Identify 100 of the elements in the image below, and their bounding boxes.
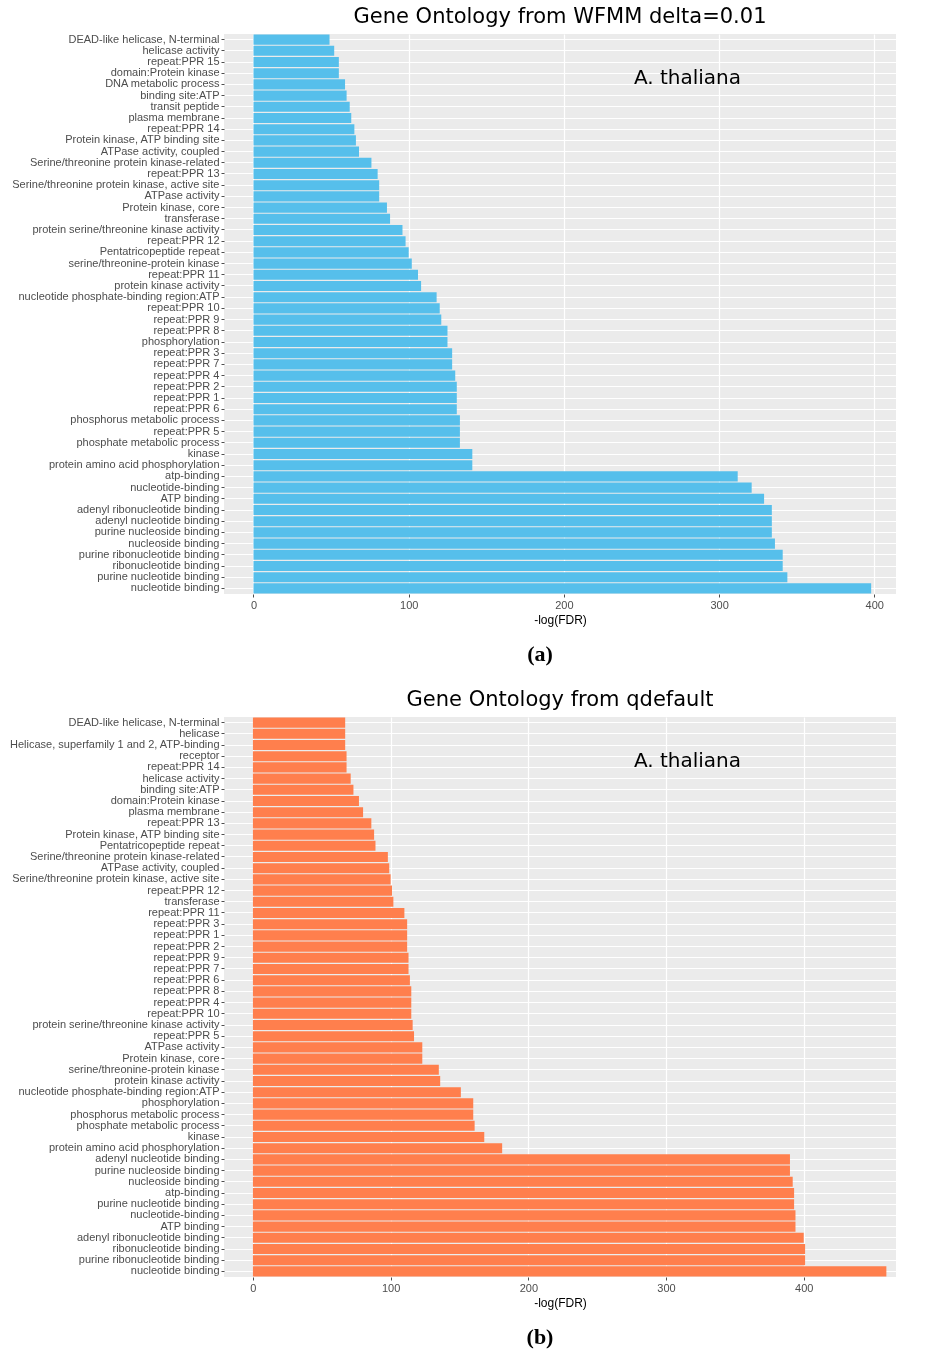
y-tick-label: phosphate metabolic process (76, 435, 220, 448)
y-tick-label: transit peptide (150, 99, 220, 112)
y-tick-label: repeat:PPR 1 (153, 391, 220, 403)
y-tick-label: repeat:PPR 12 (147, 234, 220, 247)
y-tick-label: purine nucleotide binding (97, 1197, 220, 1210)
y-tick-label: ATPase activity (144, 1040, 220, 1053)
y-tick-label: protein serine/threonine kinase activity (32, 223, 220, 235)
y-tick-label: repeat:PPR 5 (153, 424, 220, 437)
y-tick-label: repeat:PPR 4 (153, 368, 220, 381)
y-tick-label: binding site:ATP (140, 88, 220, 101)
x-tick-label: 200 (519, 1281, 539, 1294)
x-axis-title: -log(FDR) (534, 612, 587, 627)
y-tick-label: repeat:PPR 2 (153, 379, 220, 392)
y-tick-label: helicase activity (142, 43, 220, 56)
y-tick-label: DEAD-like helicase, N-terminal (68, 32, 220, 45)
y-tick-label: protein serine/threonine kinase activity (32, 1018, 220, 1030)
y-tick-label: nucleoside binding (128, 536, 220, 549)
y-tick-label: repeat:PPR 7 (153, 357, 220, 370)
annotation: A. thaliana (633, 65, 742, 89)
chart-title: Gene Ontology from WFMM delta=0.01 (353, 4, 767, 29)
y-tick-label: adenyl ribonucleotide binding (77, 503, 220, 515)
y-tick-label: protein kinase activity (114, 1074, 220, 1086)
y-tick-label: repeat:PPR 10 (147, 301, 220, 314)
y-tick-label: repeat:PPR 4 (153, 995, 220, 1008)
y-tick-label: phosphorylation (141, 1096, 220, 1109)
y-tick-label: DEAD-like helicase, N-terminal (68, 715, 220, 728)
y-tick-label: domain:Protein kinase (110, 794, 220, 806)
x-tick-label: 100 (381, 1281, 401, 1294)
y-tick-label: ATPase activity (144, 189, 220, 202)
y-tick-label: Protein kinase, core (122, 200, 220, 213)
y-tick-label: purine nucleoside binding (94, 1163, 220, 1176)
y-tick-label: purine ribonucleotide binding (78, 1253, 220, 1266)
y-tick-label: protein amino acid phosphorylation (48, 1141, 220, 1154)
y-tick-label: helicase (179, 726, 220, 739)
y-tick-label: repeat:PPR 10 (147, 1006, 220, 1019)
y-tick-label: repeat:PPR 8 (153, 323, 220, 336)
chart-title: Gene Ontology from qdefault (406, 687, 714, 712)
y-tick-label: nucleotide binding (130, 1264, 220, 1277)
y-tick-label: atp-binding (165, 469, 220, 482)
y-tick-label: repeat:PPR 9 (153, 950, 220, 963)
x-axis-title: -log(FDR) (534, 1295, 587, 1310)
y-tick-label: transferase (164, 211, 220, 224)
y-tick-label: Helicase, superfamily 1 and 2, ATP-binding (9, 738, 220, 750)
y-tick-label: phosphorus metabolic process (70, 413, 220, 426)
y-tick-label: nucleotide phosphate-binding region:ATP (18, 1085, 220, 1098)
y-tick-label: repeat:PPR 3 (153, 917, 220, 930)
y-tick-label: repeat:PPR 15 (147, 55, 220, 67)
y-tick-label: plasma membrane (128, 111, 220, 123)
y-tick-label: serine/threonine-protein kinase (68, 1062, 220, 1075)
y-tick-label: nucleotide-binding (130, 480, 220, 493)
y-tick-label: repeat:PPR 6 (153, 402, 220, 415)
y-tick-label: ATPase activity, coupled (100, 144, 220, 157)
x-tick-label: 400 (795, 1281, 814, 1294)
y-tick-label: repeat:PPR 14 (147, 760, 220, 773)
y-tick-label: repeat:PPR 11 (148, 906, 220, 918)
y-tick-label: binding site:ATP (140, 782, 220, 795)
y-tick-label: domain:Protein kinase (110, 66, 220, 79)
y-tick-label: Serine/threonine protein kinase-related (29, 850, 220, 862)
y-tick-label: transferase (164, 894, 220, 907)
y-tick-label: repeat:PPR 8 (153, 984, 220, 997)
y-tick-label: repeat:PPR 12 (147, 883, 220, 896)
y-tick-label: adenyl nucleotide binding (95, 1152, 220, 1165)
y-tick-label: repeat:PPR 5 (153, 1029, 220, 1042)
x-tick-label: 0 (250, 598, 258, 611)
y-tick-label: DNA metabolic process (105, 77, 220, 90)
y-tick-label: phosphorus metabolic process (70, 1107, 220, 1120)
y-tick-label: ATPase activity, coupled (100, 861, 220, 874)
y-tick-label: Serine/threonine protein kinase, active site (12, 872, 220, 885)
y-tick-label: repeat:PPR 13 (147, 816, 220, 829)
y-tick-label: Serine/threonine protein kinase-related (29, 155, 220, 168)
y-tick-label: phosphorylation (141, 335, 220, 347)
y-tick-label: adenyl ribonucleotide binding (77, 1230, 220, 1243)
y-tick-label: ATP binding (160, 491, 220, 504)
y-tick-label: protein amino acid phosphorylation (48, 458, 220, 471)
y-tick-label: nucleotide-binding (130, 1208, 220, 1221)
y-tick-label: plasma membrane (128, 805, 220, 818)
y-tick-label: nucleotide phosphate-binding region:ATP (18, 290, 220, 303)
x-tick-label: 200 (555, 598, 574, 611)
y-tick-label: serine/threonine-protein kinase (68, 256, 220, 269)
y-tick-label: Protein kinase, ATP binding site (65, 133, 220, 146)
text: (b) (526, 1324, 554, 1349)
y-tick-label: nucleotide binding (130, 581, 220, 594)
y-tick-label: kinase (187, 1130, 220, 1142)
y-tick-label: Serine/threonine protein kinase, active site (12, 178, 220, 191)
text: (a) (527, 641, 553, 666)
y-tick-label: repeat:PPR 6 (153, 973, 220, 986)
x-tick-label: 100 (400, 598, 419, 611)
y-tick-label: purine nucleoside binding (94, 525, 220, 538)
x-tick-label: 0 (250, 1281, 257, 1294)
y-tick-label: repeat:PPR 3 (153, 346, 220, 359)
y-tick-label: adenyl nucleotide binding (95, 514, 220, 527)
annotation: A. thaliana (633, 748, 742, 772)
y-tick-label: helicase activity (142, 771, 220, 784)
y-tick-label: nucleoside binding (128, 1174, 220, 1187)
y-tick-label: ribonucleotide binding (112, 1242, 220, 1254)
y-tick-label: protein kinase activity (114, 279, 220, 291)
y-tick-label: repeat:PPR 9 (153, 312, 220, 325)
y-tick-label: repeat:PPR 2 (153, 939, 220, 952)
y-tick-label: repeat:PPR 13 (147, 167, 220, 179)
y-tick-label: Pentatricopeptide repeat (99, 245, 220, 258)
